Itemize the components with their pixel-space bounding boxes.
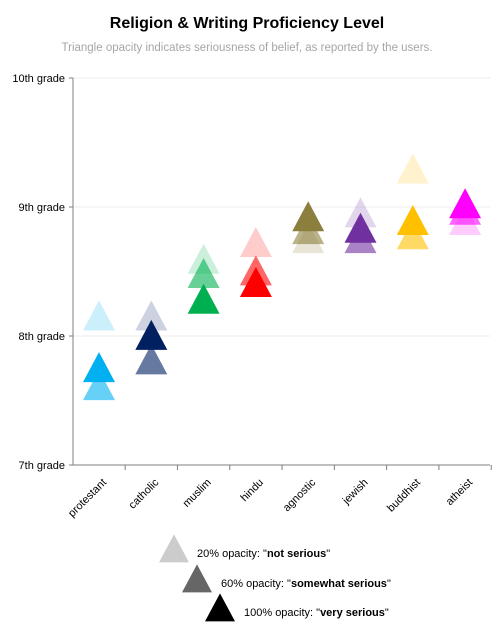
legend-triangle-icon [205,593,235,622]
legend-label-suffix: " [326,548,330,560]
triangle-marker-protestant [83,352,115,383]
y-tick-label: 10th grade [12,73,65,85]
x-tick-label: protestant [66,477,109,520]
x-tick-label: atheist [444,477,475,508]
triangle-marker-jewish [344,212,377,243]
legend-label-strong: very serious [320,607,385,619]
triangle-marker-buddhist [396,153,429,184]
chart-subtitle: Triangle opacity indicates seriousness o… [62,42,433,54]
triangle-marker-protestant [83,300,115,331]
legend-label-prefix: 100% opacity: " [244,607,320,619]
y-tick-labels: 7th grade 8th grade 9th grade 10th grade [12,73,65,472]
triangle-marker-atheist [449,188,482,219]
triangle-marker-catholic [135,319,168,350]
x-tick-label: agnostic [281,476,319,514]
x-tick-labels: protestant catholic muslim hindu agnostic jew… [66,476,475,519]
triangle-marker-jewish [344,197,377,228]
legend-label-strong: not serious [267,548,326,560]
gridlines [73,77,490,337]
triangle-marker-protestant [83,370,115,401]
triangle-marker-catholic [135,344,168,375]
legend: 20% opacity: "not serious"60% opacity: "… [159,534,391,622]
triangle-marker-buddhist [396,205,429,236]
triangle-marker-agnostic [292,201,325,232]
y-tick-label: 9th grade [19,202,65,214]
legend-label-strong: somewhat serious [291,578,387,590]
axes [69,77,492,470]
triangle-marker-hindu [239,226,272,257]
legend-triangle-icon [159,534,189,563]
legend-label-prefix: 20% opacity: " [197,548,267,560]
triangle-marker-hindu [239,266,272,297]
legend-label-suffix: " [385,607,389,619]
y-tick-label: 8th grade [19,331,65,343]
triangle-marker-muslim [187,283,220,314]
x-tick-label: hindu [238,477,266,505]
triangle-marker-catholic [135,300,168,331]
triangle-marker-muslim [187,257,220,288]
legend-label-prefix: 60% opacity: " [221,578,291,590]
x-tick-label: jewish [340,477,371,508]
legend-label-suffix: " [387,578,391,590]
data-markers [83,153,482,401]
x-tick-label: buddhist [385,477,423,515]
legend-label: 20% opacity: "not serious" [197,548,330,560]
legend-triangle-icon [182,564,212,593]
legend-label: 60% opacity: "somewhat serious" [221,578,391,590]
chart-title: Religion & Writing Proficiency Level [110,15,384,32]
y-tick-label: 7th grade [19,460,65,472]
x-tick-label: muslim [181,477,214,510]
legend-label: 100% opacity: "very serious" [244,607,389,619]
x-tick-label: catholic [127,476,162,511]
